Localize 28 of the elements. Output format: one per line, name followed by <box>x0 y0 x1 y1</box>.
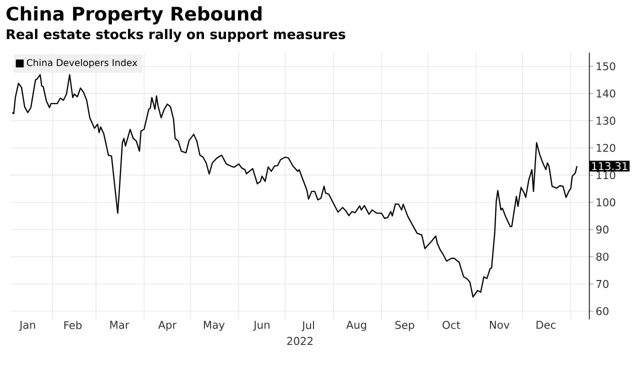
x-tick-label: Aug <box>346 320 366 331</box>
data-label: 113.31 <box>592 162 628 170</box>
x-tick-label: Feb <box>64 320 82 330</box>
y-tick-label: 110 <box>596 171 616 180</box>
x-tick-label: Jun <box>253 320 270 331</box>
y-tick-label: 100 <box>596 198 616 206</box>
x-tick-label: Apr <box>158 320 177 331</box>
chart-subtitle: Real estate stocks rally on support measures <box>6 28 346 42</box>
y-tick-label: 70 <box>596 280 608 288</box>
x-tick-label: Oct <box>442 320 460 329</box>
y-tick-label: 60 <box>596 307 608 316</box>
x-tick-label: Jan <box>18 320 36 331</box>
x-axis-title: 2022 <box>287 336 312 345</box>
y-tick-label: 120 <box>596 144 616 152</box>
y-tick-label: 140 <box>596 89 616 98</box>
x-tick-label: Nov <box>490 320 510 329</box>
y-tick-label: 150 <box>596 62 616 70</box>
y-tick-label: 90 <box>596 225 608 234</box>
x-tick-label: May <box>204 320 225 331</box>
x-tick-label: Jul <box>302 320 314 332</box>
y-tick-label: 80 <box>596 252 608 261</box>
x-tick-label: Mar <box>110 320 130 329</box>
x-tick-label: Sep <box>395 320 414 332</box>
y-tick-label: 130 <box>596 116 616 125</box>
line-series <box>12 74 578 298</box>
x-tick-label: Dec <box>536 320 556 329</box>
legend-label: China Developers Index <box>26 58 138 68</box>
chart-title: China Property Rebound <box>6 6 262 24</box>
